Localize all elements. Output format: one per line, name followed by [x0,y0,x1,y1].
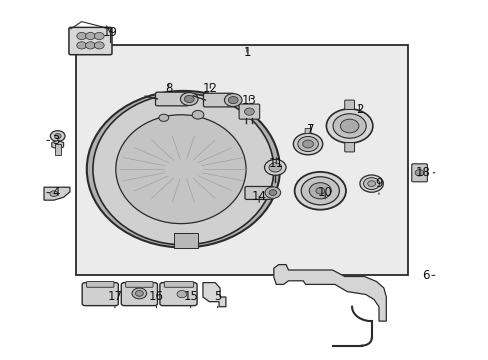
Text: 1: 1 [243,46,250,59]
Polygon shape [52,140,63,149]
Circle shape [85,42,95,49]
Ellipse shape [294,172,346,210]
Text: 9: 9 [374,177,382,194]
Text: 7: 7 [306,123,314,136]
Text: 13: 13 [242,94,256,107]
Circle shape [244,108,254,115]
FancyBboxPatch shape [82,283,118,306]
FancyBboxPatch shape [121,283,157,306]
Ellipse shape [332,114,366,138]
Polygon shape [273,265,386,321]
Text: 3: 3 [47,134,60,147]
FancyBboxPatch shape [155,92,188,106]
Circle shape [50,191,58,197]
Circle shape [77,32,86,40]
Text: 14: 14 [251,190,266,203]
Polygon shape [203,283,225,307]
Bar [173,233,198,248]
FancyBboxPatch shape [203,93,234,107]
Circle shape [94,42,104,49]
Text: 8: 8 [164,82,172,95]
Ellipse shape [302,140,313,148]
Circle shape [268,190,276,195]
FancyBboxPatch shape [125,282,153,287]
Text: 12: 12 [203,82,217,95]
Text: 5: 5 [213,291,221,308]
FancyBboxPatch shape [411,164,427,182]
Text: 2: 2 [355,103,363,116]
Circle shape [184,95,194,103]
Bar [55,144,61,155]
Ellipse shape [87,91,279,248]
Circle shape [264,159,285,175]
FancyBboxPatch shape [164,282,193,287]
Circle shape [159,114,168,121]
Circle shape [180,93,198,105]
Text: 6: 6 [421,269,434,282]
Circle shape [132,288,146,299]
Bar [76,45,407,275]
Text: 19: 19 [102,26,117,39]
Text: 16: 16 [149,291,163,308]
Polygon shape [44,187,70,200]
Ellipse shape [297,136,318,152]
Ellipse shape [340,119,358,133]
Text: 4: 4 [47,186,60,199]
Text: 18: 18 [415,166,434,179]
Circle shape [224,94,242,107]
Circle shape [77,42,86,49]
Circle shape [85,32,95,40]
Text: 17: 17 [107,291,122,308]
Ellipse shape [93,94,273,245]
Circle shape [268,163,281,172]
Ellipse shape [325,109,372,143]
Circle shape [94,32,104,40]
Ellipse shape [308,183,331,199]
Circle shape [192,111,203,119]
Ellipse shape [363,177,379,189]
FancyBboxPatch shape [239,104,259,119]
Ellipse shape [301,177,339,205]
FancyBboxPatch shape [160,283,197,306]
Ellipse shape [315,188,324,194]
FancyBboxPatch shape [344,100,354,109]
Ellipse shape [293,133,322,155]
Text: 10: 10 [317,186,332,199]
Text: 11: 11 [268,157,283,170]
Circle shape [177,291,186,298]
Ellipse shape [367,181,375,186]
FancyBboxPatch shape [305,129,310,134]
FancyBboxPatch shape [86,282,114,287]
Ellipse shape [359,175,383,192]
Circle shape [135,291,143,296]
Text: 15: 15 [183,291,198,308]
Circle shape [228,96,238,104]
Circle shape [50,131,65,141]
Circle shape [414,170,423,176]
FancyBboxPatch shape [244,186,273,199]
FancyBboxPatch shape [69,27,112,55]
FancyBboxPatch shape [344,143,354,152]
Circle shape [264,187,280,198]
Ellipse shape [116,115,245,224]
Circle shape [54,134,61,139]
